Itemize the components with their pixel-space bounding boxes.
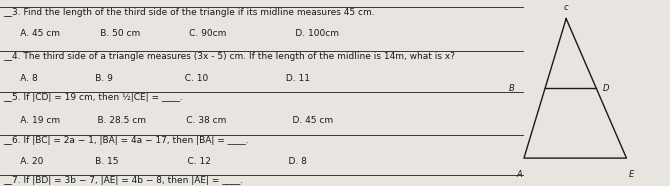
Text: D: D xyxy=(603,84,610,93)
Text: A. 45 cm              B. 50 cm                 C. 90cm                        D.: A. 45 cm B. 50 cm C. 90cm D. xyxy=(3,29,339,38)
Text: __6. If |BC| = 2a − 1, |BA| = 4a − 17, then |BA| = ____.: __6. If |BC| = 2a − 1, |BA| = 4a − 17, t… xyxy=(3,136,249,145)
Text: __4. The third side of a triangle measures (3x - 5) cm. If the length of the mid: __4. The third side of a triangle measur… xyxy=(3,52,456,61)
Text: A. 19 cm             B. 28.5 cm              C. 38 cm                       D. 4: A. 19 cm B. 28.5 cm C. 38 cm D. 4 xyxy=(3,116,334,125)
Text: __5. If |CD| = 19 cm, then ½|CE| = ____.: __5. If |CD| = 19 cm, then ½|CE| = ____. xyxy=(3,93,183,102)
Text: A: A xyxy=(517,170,522,179)
Text: __7. If |BD| = 3b − 7, |AE| = 4b − 8, then |AE| = ____.: __7. If |BD| = 3b − 7, |AE| = 4b − 8, th… xyxy=(3,176,243,185)
Text: B: B xyxy=(509,84,515,93)
Text: A. 8                    B. 9                         C. 10                      : A. 8 B. 9 C. 10 xyxy=(3,74,310,83)
Text: A. 20                  B. 15                        C. 12                       : A. 20 B. 15 C. 12 xyxy=(3,157,308,166)
Text: __3. Find the length of the third side of the triangle if its midline measures 4: __3. Find the length of the third side o… xyxy=(3,8,375,17)
Text: c: c xyxy=(564,3,568,12)
Text: E: E xyxy=(628,170,634,179)
